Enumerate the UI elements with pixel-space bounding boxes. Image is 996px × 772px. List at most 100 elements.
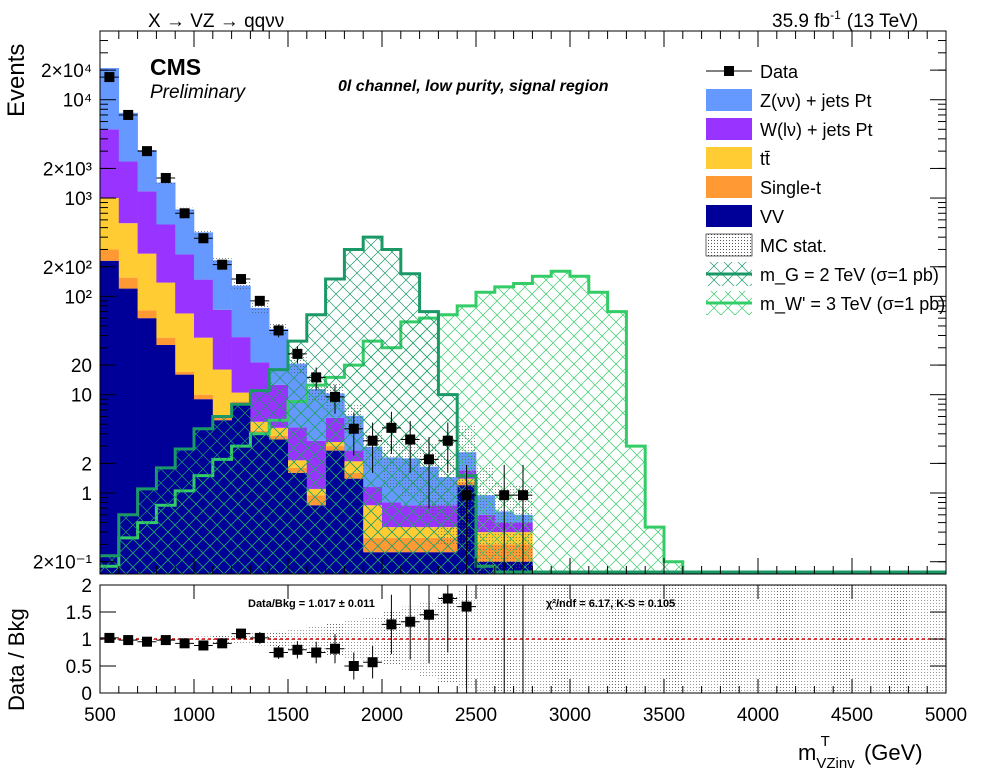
ratio-point: [179, 638, 190, 649]
bar-single-t: [156, 337, 176, 346]
data-point: [179, 208, 190, 219]
bar-zvv-jets: [100, 68, 120, 130]
bar-wlv-jets: [212, 309, 232, 370]
ratio-mc-stat-band: [288, 628, 307, 650]
ratio-mc-stat-band: [833, 585, 852, 693]
legend-swatch-wlv-jets: [706, 118, 752, 140]
data-point: [348, 423, 359, 434]
bar-wlv-jets: [137, 191, 157, 254]
bar-vv: [100, 260, 120, 574]
main-plot-area: [100, 67, 946, 574]
main-frame: [99, 30, 947, 575]
legend-swatch-vv: [706, 205, 752, 227]
data-point: [330, 391, 340, 402]
bar-wlv-jets: [100, 129, 120, 199]
y-tick-label: 10: [71, 386, 92, 407]
y-axis-title: Events: [3, 44, 30, 117]
y-tick-label: 2×10³: [43, 159, 92, 180]
process-label: X → VZ → qqνν: [148, 11, 284, 32]
bar-ttbar: [194, 337, 214, 395]
data-point: [518, 490, 528, 501]
lumi-label: 35.9 fb-1 (13 TeV): [772, 8, 918, 32]
bar-zvv-jets: [175, 209, 195, 255]
legend-entry-label: W(lν) + jets Pt: [760, 120, 873, 140]
ratio-point: [254, 632, 265, 643]
ratio-mc-stat-band: [532, 585, 552, 693]
x-tick-label: 1500: [267, 705, 309, 726]
ratio-mc-stat-band: [551, 585, 570, 693]
x-tick-label: 3500: [643, 705, 685, 726]
y-tick-label: 2×10⁻¹: [33, 553, 92, 574]
legend-swatch-ttbar: [706, 147, 752, 169]
x-axis-title: mVZinvT (GeV): [798, 733, 923, 772]
x-axis-title-sup: T: [821, 733, 830, 750]
ratio-point: [311, 647, 322, 658]
ratio-point: [330, 643, 340, 654]
bar-wlv-jets: [118, 161, 138, 224]
mc-stat-band: [100, 67, 119, 69]
ratio-point: [405, 616, 416, 627]
ratio-point: [273, 647, 284, 658]
ratio-mc-stat-band: [682, 585, 702, 693]
mc-stat-band: [194, 230, 213, 235]
ratio-y-tick-label: 0.5: [66, 657, 92, 678]
ratio-point: [123, 635, 134, 646]
y-tick-label: 1: [81, 484, 92, 505]
ratio-mc-stat-band: [570, 585, 589, 693]
x-tick-label: 1000: [173, 705, 215, 726]
ratio-plot-area: [100, 585, 946, 693]
ratio-y-axis-title: Data / Bkg: [4, 608, 29, 711]
x-tick-label: 4000: [737, 705, 779, 726]
legend-swatch-mc-stat: [705, 233, 753, 257]
bar-single-t: [118, 277, 138, 289]
ratio-y-tick-label: 1.5: [66, 603, 92, 624]
data-point: [424, 454, 434, 465]
data-point: [461, 490, 472, 501]
bar-wlv-jets: [231, 337, 251, 393]
legend-entry-label: Single-t: [760, 178, 821, 198]
experiment-label: CMS: [150, 54, 201, 80]
ratio-mc-stat-band: [720, 585, 740, 693]
data-point: [104, 72, 115, 83]
bar-zvv-jets: [137, 150, 157, 192]
ratio-point: [367, 657, 378, 668]
legend-entry-label: m_G = 2 TeV (σ=1 pb): [760, 265, 939, 286]
data-point: [142, 146, 152, 157]
ratio-mc-stat-band: [814, 585, 834, 693]
y-tick-label: 10⁴: [63, 91, 92, 112]
ratio-point: [386, 619, 397, 630]
x-axis-title-unit: (GeV): [858, 740, 923, 765]
x-tick-label: 5000: [925, 705, 967, 726]
legend-marker-data-point: [724, 66, 734, 76]
y-tick-label: 10²: [65, 287, 92, 308]
data-point: [442, 435, 453, 446]
bar-ttbar: [212, 369, 232, 417]
data-point: [123, 109, 134, 120]
main-axes: 2×10⁻¹ 1 2 10 20 10² 2×10² 10³ 2×10³ 10⁴ 2×10⁴: [33, 30, 947, 574]
bar-wlv-jets: [194, 279, 214, 338]
ratio-y-tick-label: 1: [81, 630, 92, 651]
mc-stat-band: [231, 281, 251, 291]
lumi-superscript: -1: [830, 8, 841, 22]
ratio-point: [424, 609, 434, 620]
x-tick-label: 2500: [455, 705, 497, 726]
ratio-point: [160, 635, 171, 646]
bar-zvv-jets: [194, 232, 214, 280]
bar-single-t: [194, 394, 214, 400]
ratio-point: [198, 640, 209, 651]
ratio-point: [348, 661, 359, 671]
ratio-point: [461, 601, 472, 612]
x-tick-label: 4500: [831, 705, 873, 726]
bar-vv: [118, 288, 138, 574]
bar-ttbar: [118, 223, 138, 278]
legend-entry-label: Data: [760, 62, 799, 82]
x-axis-title-sub: VZinv: [816, 755, 855, 772]
legend-entry-label: tt̄: [760, 149, 770, 169]
legend-entry-label: Z(νν) + jets Pt: [760, 91, 872, 111]
y-tick-label: 2×10²: [43, 258, 92, 279]
x-tick-label: 2000: [361, 705, 403, 726]
status-label: Preliminary: [150, 82, 247, 103]
